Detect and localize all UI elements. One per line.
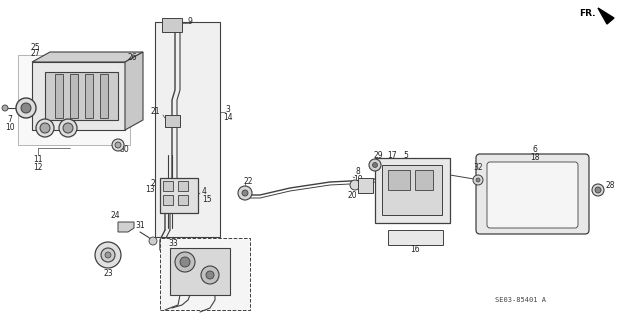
Text: 11: 11 (33, 155, 43, 165)
Text: 32: 32 (473, 164, 483, 173)
Text: 19: 19 (353, 174, 363, 183)
Circle shape (2, 105, 8, 111)
Polygon shape (32, 62, 125, 130)
Text: 29: 29 (373, 151, 383, 160)
Bar (155, 22, 220, 237)
Circle shape (16, 98, 36, 118)
Text: 10: 10 (5, 122, 15, 131)
Bar (178, 181, 188, 191)
Circle shape (105, 252, 111, 258)
Polygon shape (18, 55, 130, 145)
Text: 13: 13 (145, 186, 155, 195)
Circle shape (473, 175, 483, 185)
Circle shape (592, 184, 604, 196)
Bar (358, 178, 373, 193)
Text: 14: 14 (223, 113, 233, 122)
Circle shape (101, 248, 115, 262)
Bar (160, 178, 198, 213)
Text: 12: 12 (33, 162, 43, 172)
Text: 31: 31 (135, 221, 145, 231)
Bar (165, 115, 180, 127)
Polygon shape (32, 52, 143, 62)
FancyBboxPatch shape (476, 154, 589, 234)
Circle shape (350, 180, 360, 190)
Text: 25: 25 (30, 43, 40, 53)
Text: 9: 9 (188, 18, 193, 26)
Circle shape (595, 187, 601, 193)
Text: 6: 6 (532, 145, 538, 154)
Circle shape (201, 266, 219, 284)
Circle shape (95, 242, 121, 268)
Circle shape (175, 252, 195, 272)
Bar (388, 230, 443, 245)
Text: 24: 24 (110, 211, 120, 220)
Circle shape (59, 119, 77, 137)
Text: 23: 23 (103, 269, 113, 278)
Polygon shape (118, 222, 134, 232)
Circle shape (149, 237, 157, 245)
Text: 22: 22 (243, 176, 253, 186)
Text: 15: 15 (202, 195, 212, 204)
Text: 7: 7 (8, 115, 12, 124)
Text: 4: 4 (202, 188, 207, 197)
Text: 2: 2 (150, 179, 155, 188)
Bar (415, 170, 433, 190)
Polygon shape (598, 8, 614, 24)
Text: 26: 26 (127, 54, 137, 63)
Circle shape (476, 178, 480, 182)
Text: 20: 20 (347, 190, 357, 199)
Text: 28: 28 (605, 181, 615, 189)
Bar (178, 195, 188, 205)
Text: 16: 16 (410, 246, 420, 255)
Circle shape (180, 257, 190, 267)
FancyBboxPatch shape (487, 162, 578, 228)
Bar (160, 238, 250, 310)
Circle shape (112, 139, 124, 151)
Circle shape (63, 123, 73, 133)
Text: 27: 27 (30, 49, 40, 58)
Bar (162, 18, 182, 32)
Circle shape (21, 103, 31, 113)
Text: 3: 3 (225, 106, 230, 115)
Text: 33: 33 (168, 240, 178, 249)
Bar (163, 181, 173, 191)
Circle shape (242, 190, 248, 196)
Text: 8: 8 (356, 167, 360, 176)
Bar (388, 170, 410, 190)
Bar (100, 74, 108, 118)
Circle shape (40, 123, 50, 133)
Text: 21: 21 (150, 108, 160, 116)
Text: 18: 18 (531, 152, 540, 161)
Circle shape (369, 159, 381, 171)
Circle shape (206, 271, 214, 279)
Bar (163, 195, 173, 205)
Text: 5: 5 (404, 151, 408, 160)
Text: FR.: FR. (579, 10, 596, 19)
Text: SE03-85401 A: SE03-85401 A (495, 297, 546, 303)
Circle shape (115, 142, 121, 148)
Polygon shape (125, 52, 143, 130)
Bar (375, 158, 450, 223)
Circle shape (238, 186, 252, 200)
Circle shape (372, 162, 378, 167)
Text: 17: 17 (387, 151, 397, 160)
Circle shape (36, 119, 54, 137)
Bar (382, 165, 442, 215)
Bar (70, 74, 78, 118)
Polygon shape (45, 72, 118, 120)
Bar (55, 74, 63, 118)
Bar (85, 74, 93, 118)
Polygon shape (170, 248, 230, 295)
Text: 30: 30 (119, 145, 129, 154)
